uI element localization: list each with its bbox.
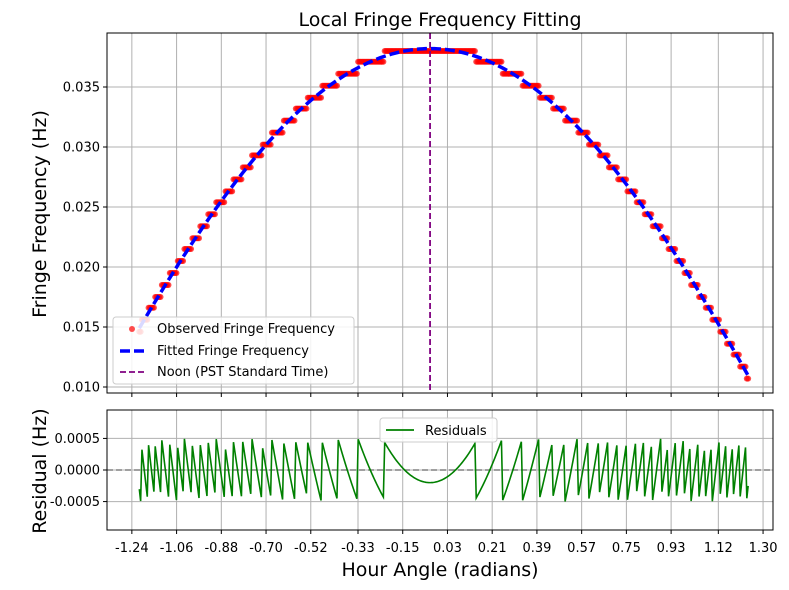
x-axis-label: Hour Angle (radians) bbox=[341, 559, 538, 581]
observed-point bbox=[471, 48, 478, 54]
residuals-line bbox=[138, 438, 749, 502]
observed-point bbox=[333, 82, 340, 89]
axes bbox=[103, 32, 774, 534]
bottom-y-axis-label: Residual (Hz) bbox=[29, 408, 51, 533]
tick-labels: -1.24 -1.06 -0.88 -0.70 -0.52 -0.33 -0.15 0.03 0… bbox=[50, 81, 778, 557]
legend-marker-observed bbox=[129, 326, 135, 332]
legend-label-observed: Observed Fringe Frequency bbox=[157, 322, 335, 337]
top-y-tick-label: 0.025 bbox=[63, 201, 100, 216]
observed-point bbox=[745, 375, 752, 382]
top-y-tick-label: 0.015 bbox=[63, 321, 100, 336]
x-tick-label: 0.39 bbox=[522, 541, 551, 556]
bottom-legend: Residuals bbox=[379, 417, 498, 443]
top-y-axis-label: Fringe Frequency (Hz) bbox=[29, 110, 51, 318]
x-tick-label: -0.33 bbox=[341, 541, 375, 556]
top-plot-area bbox=[136, 33, 752, 393]
observed-point bbox=[318, 94, 325, 101]
observed-point bbox=[291, 117, 298, 124]
bottom-y-tick-label: -0.0005 bbox=[50, 495, 100, 510]
top-y-tick-label: 0.010 bbox=[63, 381, 100, 396]
x-tick-label: -1.24 bbox=[115, 541, 149, 556]
x-tick-label: 0.93 bbox=[657, 541, 686, 556]
x-tick-label: 0.03 bbox=[433, 541, 462, 556]
x-tick-label: 0.57 bbox=[567, 541, 596, 556]
x-tick-label: -0.88 bbox=[204, 541, 238, 556]
observed-point bbox=[303, 105, 310, 112]
top-legend: Observed Fringe Frequency Fitted Fringe … bbox=[112, 316, 355, 385]
observed-point bbox=[221, 199, 228, 206]
observed-point bbox=[584, 129, 591, 136]
observed-point bbox=[574, 117, 581, 124]
x-tick-label: -0.15 bbox=[386, 541, 420, 556]
top-y-tick-label: 0.030 bbox=[63, 141, 100, 156]
observed-point bbox=[173, 270, 180, 276]
observed-point bbox=[279, 129, 286, 136]
observed-point bbox=[353, 70, 360, 77]
x-tick-label: -1.06 bbox=[160, 541, 194, 556]
observed-point bbox=[203, 223, 210, 230]
observed-point bbox=[380, 58, 387, 65]
observed-point bbox=[188, 246, 195, 252]
x-tick-label: 0.75 bbox=[612, 541, 641, 556]
x-tick-label: -0.52 bbox=[294, 541, 328, 556]
top-axes-frame bbox=[106, 32, 774, 394]
observed-point bbox=[518, 70, 525, 77]
observed-point bbox=[211, 211, 218, 218]
x-tick-label: 1.30 bbox=[749, 541, 778, 556]
chart-title: Local Fringe Frequency Fitting bbox=[298, 9, 581, 31]
x-tick-label: 1.12 bbox=[704, 541, 733, 556]
bottom-plot-area bbox=[107, 438, 773, 502]
x-tick-label: -0.70 bbox=[249, 541, 283, 556]
legend-label-noon: Noon (PST Standard Time) bbox=[157, 365, 328, 380]
bottom-y-tick-label: 0.0000 bbox=[55, 464, 101, 479]
observed-point bbox=[165, 282, 172, 288]
observed-point bbox=[498, 58, 505, 65]
top-y-tick-label: 0.020 bbox=[63, 261, 100, 276]
legend-label-fitted: Fitted Fringe Frequency bbox=[157, 344, 309, 359]
observed-point bbox=[196, 235, 202, 242]
axis-labels: Local Fringe Frequency Fitting Fringe Fr… bbox=[29, 9, 582, 581]
observed-point bbox=[238, 176, 245, 183]
bottom-legend-box bbox=[379, 417, 498, 443]
x-tick-label: 0.21 bbox=[478, 541, 507, 556]
bottom-y-tick-label: 0.0005 bbox=[55, 432, 101, 447]
observed-point bbox=[535, 82, 542, 89]
top-legend-box bbox=[112, 316, 355, 385]
legend-label-residuals: Residuals bbox=[425, 424, 487, 439]
fitted-curve bbox=[137, 46, 750, 377]
observed-point bbox=[229, 188, 236, 195]
top-y-tick-label: 0.035 bbox=[63, 81, 100, 96]
bottom-axes-frame bbox=[106, 409, 774, 531]
